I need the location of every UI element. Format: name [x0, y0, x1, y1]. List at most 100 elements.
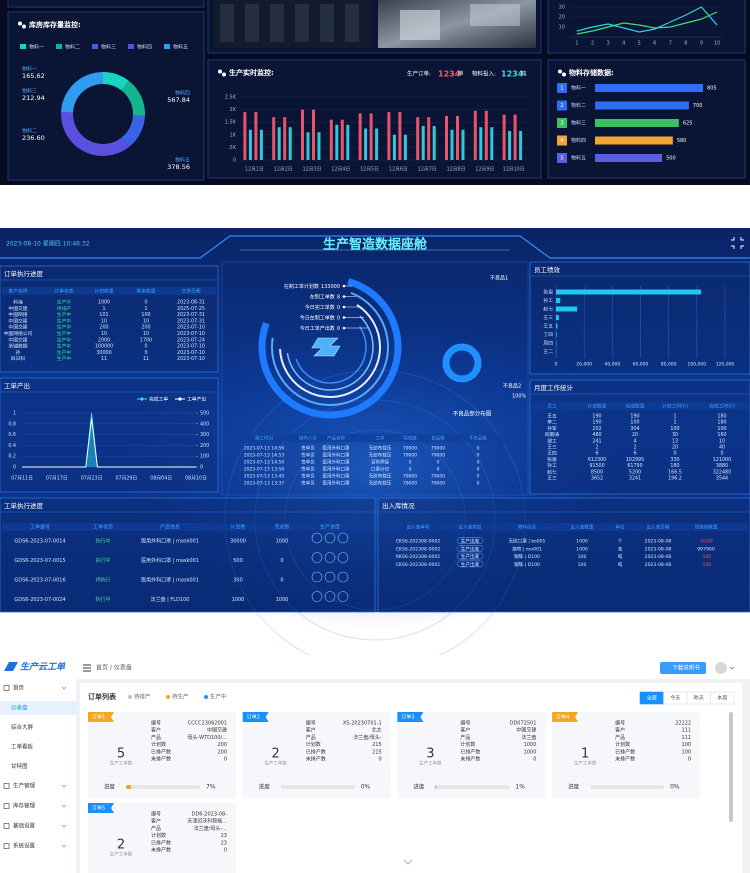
menu-chevron — [61, 784, 67, 788]
submenu-item[interactable]: 工单看板 — [11, 743, 34, 751]
field-label: 计划数 — [151, 741, 166, 748]
submenu-item[interactable]: 仪表盘 — [11, 704, 28, 712]
table-cell: 医用外科口罩 | mask001 — [141, 577, 199, 584]
panel — [529, 379, 750, 495]
table-cell: 四日科 — [11, 355, 26, 362]
field-label: 未排产数 — [151, 847, 171, 854]
table-cell: 1000 — [276, 539, 289, 545]
x-tick-label: 3 — [607, 41, 610, 47]
menu-item[interactable]: 库存管理 — [13, 802, 36, 810]
table-cell: 无纺布裁压 — [369, 473, 392, 480]
bar — [272, 117, 276, 160]
donut-segment — [103, 72, 129, 91]
field-label: 产品 — [460, 734, 470, 741]
stat-label: 今日在制工单数 — [300, 314, 335, 321]
table-cell: 100 — [670, 426, 679, 432]
table-header: 出入库日期 — [647, 524, 670, 531]
bar — [369, 113, 373, 160]
field-label: 客户 — [151, 727, 161, 734]
defect-label: 不良品2 — [503, 383, 521, 390]
field-label: 编号 — [151, 720, 161, 727]
brand: 生产云工单 — [20, 662, 66, 673]
stat-label: 今日完工单数 — [305, 304, 335, 311]
table-cell: 法兰盘 | FLD100 — [151, 596, 190, 603]
panel — [0, 377, 219, 493]
table-cell: 1 — [673, 420, 676, 426]
tab[interactable] — [710, 691, 735, 705]
table-cell: 1 — [102, 306, 105, 312]
progress-bar — [126, 785, 132, 789]
avatar[interactable] — [715, 662, 727, 674]
order-card[interactable] — [397, 712, 546, 798]
table-cell: 生产出库 — [461, 553, 480, 560]
photo-detail — [400, 10, 440, 40]
field-label: 计划数 — [306, 741, 321, 748]
table-cell: 生产出库 — [461, 538, 480, 545]
menu-item[interactable]: 系统设置 — [13, 842, 36, 850]
leader-dot — [342, 316, 346, 319]
table-cell: 中国交建 — [8, 336, 27, 343]
donut-label: 物料一 — [22, 66, 37, 73]
donut-value: 212.94 — [22, 94, 45, 102]
table-cell: 签单员 — [301, 459, 315, 466]
gauge-logo — [311, 337, 341, 357]
table-cell: 2023-07-13 13:37 — [244, 481, 285, 487]
leader-dot — [342, 326, 346, 330]
field-value: 母头-WTD100/... — [187, 734, 227, 741]
table-cell: 医用外科口罩 | mask001 — [141, 538, 199, 545]
table-header: 生产进度 — [320, 524, 340, 531]
menu-icon — [3, 823, 10, 829]
table-cell: -100 — [701, 554, 712, 560]
category-label: 物料一 — [571, 85, 586, 92]
order-card[interactable] — [88, 803, 236, 873]
submenu-item[interactable]: 综合大屏 — [11, 723, 34, 731]
order-card[interactable] — [552, 712, 701, 798]
table-cell: 3241 — [629, 476, 641, 482]
table-cell: 执行中 — [95, 557, 110, 564]
photo-detail — [295, 4, 309, 42]
donut-segment — [61, 72, 103, 113]
bar — [259, 129, 263, 160]
progress-value: 0% — [670, 784, 680, 791]
field-value: 中国交建 — [516, 727, 536, 734]
y-tick-label: 20 — [559, 15, 565, 21]
field-label: 计划数 — [460, 741, 475, 748]
panel-title: 物料存储数据: — [569, 68, 614, 77]
menu-item[interactable]: 首页 — [13, 684, 25, 692]
table-cell: 医用外科口罩 — [323, 466, 350, 473]
fullscreen-icon[interactable] — [731, 237, 744, 249]
order-card[interactable] — [88, 712, 236, 798]
field-value: XS-20230701-1 — [343, 721, 382, 727]
submenu-item[interactable]: 甘特图 — [11, 762, 28, 770]
table-cell: 签单员 — [301, 445, 315, 452]
bar — [508, 131, 512, 160]
order-tag-label: 订单2 — [247, 714, 260, 721]
table-cell: 2023-08-08 — [645, 539, 672, 545]
glow — [115, 310, 635, 630]
scrollbar — [729, 712, 733, 822]
x-tick-label: 07月29日 — [115, 476, 137, 482]
menu-item[interactable]: 基础设置 — [13, 822, 36, 830]
table-cell: 孙军 — [547, 425, 557, 432]
download-button[interactable] — [660, 662, 706, 674]
value-label: 625 — [683, 121, 693, 127]
status-label: 待排产 — [134, 693, 151, 701]
field-value: DD072501 — [510, 721, 537, 727]
table-cell: GDS6-2023-07-0015 — [14, 558, 65, 564]
field-value: 0 — [688, 757, 691, 763]
trend-line — [576, 11, 718, 35]
panel-title: 订单执行进度 — [4, 269, 44, 278]
order-card[interactable] — [242, 712, 391, 798]
photo-detail — [270, 4, 284, 42]
progress-step — [324, 571, 336, 583]
field-label: 客户 — [306, 727, 316, 734]
table-cell: 耳带焊接 — [371, 459, 389, 466]
status-label: 待生产 — [172, 693, 189, 701]
status-label: 生产中 — [210, 693, 227, 701]
table-cell: 1000 — [232, 597, 245, 603]
expand-chevron[interactable] — [403, 859, 413, 865]
table-cell: 生产中 — [57, 324, 72, 331]
rank: 2 — [560, 103, 564, 109]
bar — [358, 113, 362, 160]
menu-item[interactable]: 生产管理 — [13, 782, 36, 790]
